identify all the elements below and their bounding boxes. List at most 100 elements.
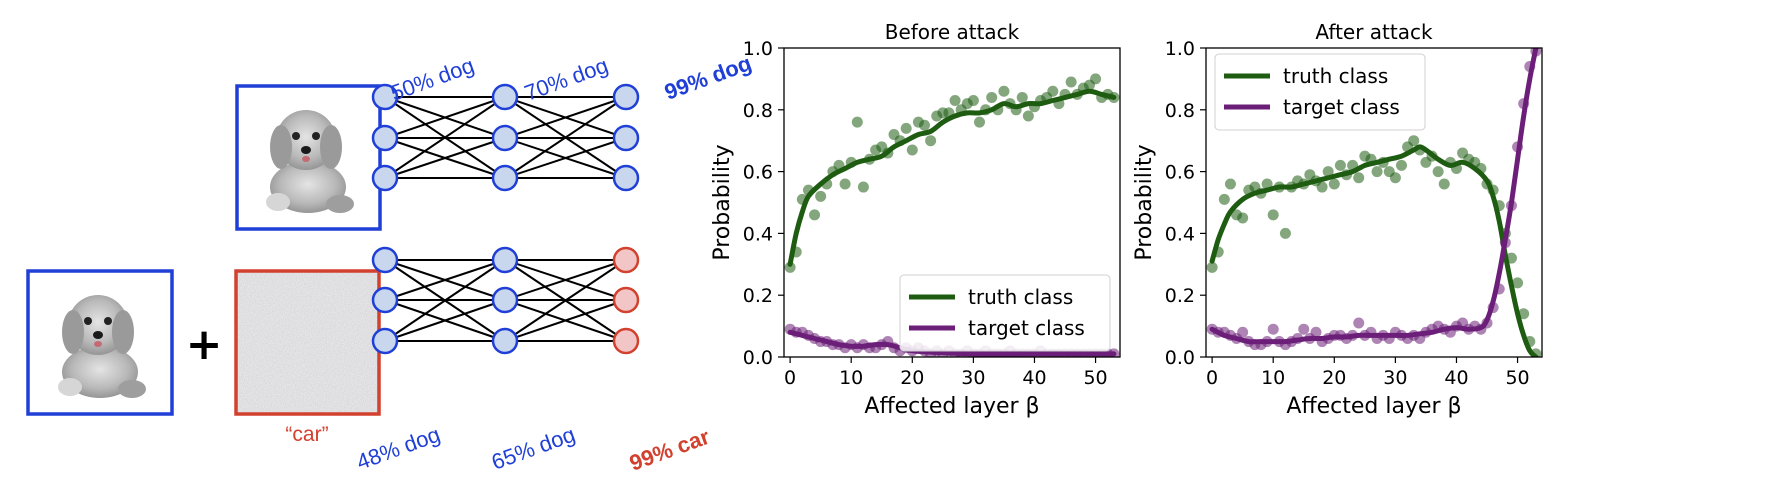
x-tick-label: 50	[1505, 367, 1529, 389]
data-point	[1267, 209, 1279, 221]
y-tick-label: 0.8	[1165, 100, 1195, 122]
bottom-label-output: 99% car	[626, 424, 713, 476]
data-point	[1279, 227, 1291, 239]
data-point	[1353, 317, 1365, 329]
data-point	[1022, 110, 1034, 122]
net-bottom-edge	[384, 299, 506, 342]
x-tick-label: 20	[1322, 367, 1346, 389]
data-point	[998, 85, 1010, 97]
net-top-node-l2-1	[491, 83, 519, 111]
legend-box	[899, 274, 1111, 352]
data-point	[925, 135, 937, 147]
net-bottom-edge	[504, 259, 627, 301]
data-point	[1334, 159, 1346, 171]
plot-frame	[783, 47, 1121, 358]
legend-box	[1214, 53, 1426, 131]
data-point	[1224, 178, 1236, 190]
legend-label: target class	[968, 316, 1085, 340]
data-point	[857, 181, 869, 193]
data-point	[1432, 166, 1444, 178]
legend: truth class target class	[1214, 53, 1426, 131]
trend-line	[787, 88, 1117, 267]
plus-sign: +	[186, 319, 223, 370]
legend-label: truth class	[1283, 64, 1388, 88]
data-point	[900, 122, 912, 134]
data-point	[1065, 76, 1077, 88]
net-bottom-node-l1-1	[371, 246, 399, 274]
net-bottom-node-l2-1	[491, 246, 519, 274]
x-axis-label: Affected layer β	[864, 394, 1039, 419]
data-point	[1322, 166, 1334, 178]
chart-after-attack: After attack 0 10 20 30 40 50 0.0 0.2 0.4 0.6 0.8 1.…	[1132, 20, 1543, 419]
y-axis-label: Probability	[710, 144, 735, 260]
data-point	[1371, 166, 1383, 178]
network-bottom	[371, 246, 640, 355]
y-tick-label: 0.6	[1165, 162, 1195, 184]
net-top-edge	[504, 137, 627, 179]
net-top-node-l3-3	[612, 164, 640, 192]
legend: truth class target class	[899, 274, 1111, 352]
net-top-edge	[384, 96, 506, 179]
net-bottom-edge	[504, 259, 627, 342]
data-point	[1047, 85, 1059, 97]
data-point	[809, 209, 821, 221]
legend-label: truth class	[968, 285, 1073, 309]
net-top-edge	[504, 96, 627, 139]
x-tick-label: 50	[1083, 367, 1107, 389]
y-tick-label: 1.0	[1165, 38, 1195, 60]
x-tick-label: 40	[1022, 367, 1046, 389]
data-point	[1389, 172, 1401, 184]
data-point	[1206, 261, 1218, 273]
x-tick-label: 30	[1383, 367, 1407, 389]
network-top	[371, 83, 640, 192]
y-tick-label: 0.6	[743, 162, 773, 184]
y-tick-label: 0.2	[1165, 285, 1195, 307]
x-tick-label: 30	[961, 367, 985, 389]
legend-label: target class	[1283, 95, 1400, 119]
net-top-edge	[504, 96, 627, 179]
x-tick-label: 10	[1261, 367, 1285, 389]
bottom-label-layer2: 65% dog	[488, 421, 578, 474]
y-tick-label: 0.2	[743, 285, 773, 307]
y-axis-label: Probability	[1132, 144, 1157, 260]
net-top-edge	[384, 137, 506, 179]
net-top-node-l1-2	[371, 124, 399, 152]
data-point	[1316, 181, 1328, 193]
series-truth-class	[1206, 135, 1542, 357]
net-top-node-l1-1	[371, 83, 399, 111]
data-point	[973, 116, 985, 128]
series-truth-class	[784, 73, 1120, 273]
data-point	[986, 91, 998, 103]
top-label-output: 99% dog	[661, 50, 755, 104]
net-bottom-edge	[384, 259, 506, 301]
chart-title: After attack	[1315, 20, 1433, 44]
data-point	[1353, 172, 1365, 184]
y-tick-label: 0.4	[1165, 223, 1195, 245]
attack-diagram: + “car” 50% dog 70% dog 99% dog 48% dog …	[26, 50, 755, 476]
y-tick-label: 1.0	[743, 38, 773, 60]
net-bottom-node-l1-3	[371, 327, 399, 355]
chart-before-attack: Before attack 0 10 20 30 40 50 0.0 0.2 0.4 0.6 0.8 1…	[710, 20, 1121, 419]
x-tick-label: 20	[900, 367, 924, 389]
noise-image	[236, 271, 379, 414]
y-tick-label: 0.0	[743, 347, 773, 369]
net-bottom-edge	[384, 259, 506, 342]
data-point	[1237, 326, 1249, 338]
y-tick-label: 0.0	[1165, 347, 1195, 369]
trend-line	[1209, 144, 1539, 357]
data-point	[1518, 308, 1530, 320]
net-top-node-l3-1	[612, 83, 640, 111]
x-tick-label: 0	[784, 367, 796, 389]
y-tick-label: 0.4	[743, 223, 773, 245]
net-bottom-edge	[504, 299, 627, 342]
data-point	[1016, 91, 1028, 103]
plot-frame	[1205, 47, 1543, 358]
data-point	[1267, 323, 1279, 335]
data-point	[1090, 73, 1102, 85]
x-axis-label: Affected layer β	[1286, 394, 1461, 419]
data-point	[1261, 178, 1273, 190]
data-point	[839, 178, 851, 190]
net-top-node-l3-2	[612, 124, 640, 152]
y-tick-label: 0.8	[743, 100, 773, 122]
net-bottom-node-l3-2	[612, 286, 640, 314]
